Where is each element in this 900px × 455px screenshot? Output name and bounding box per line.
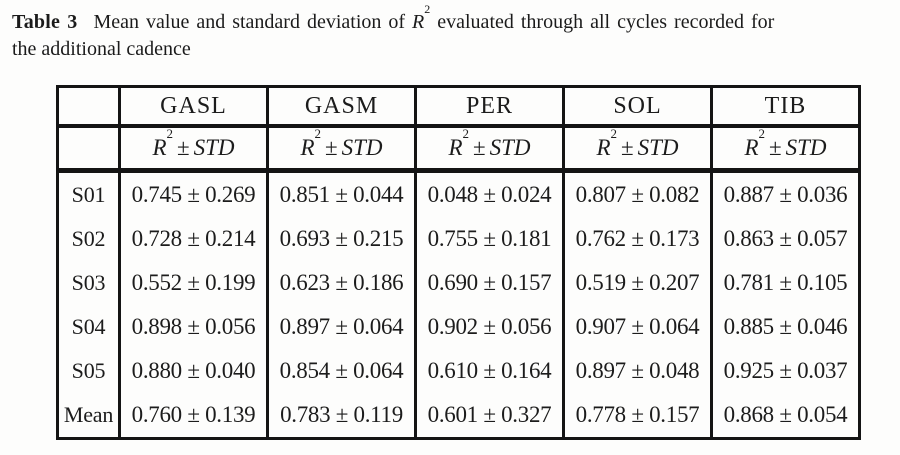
r-symbol: R xyxy=(448,135,463,160)
col-header-sol: SOL xyxy=(562,86,713,128)
value-cell: 0.048 ± 0.024 xyxy=(414,170,565,217)
subheader-gasl: R2± STD xyxy=(118,126,269,173)
subheader-gasm: R2± STD xyxy=(266,126,417,173)
table-row: S03 0.552 ± 0.199 0.623 ± 0.186 0.690 ± … xyxy=(56,261,861,305)
table-caption-line2: the additional cadence xyxy=(12,38,191,60)
table-row: S01 0.745 ± 0.269 0.851 ± 0.044 0.048 ± … xyxy=(56,170,861,217)
corner-cell xyxy=(56,86,121,128)
value-cell: 0.760 ± 0.139 xyxy=(118,393,269,439)
r-superscript: 2 xyxy=(462,126,470,142)
caption-text-post: evaluated through all cycles recorded fo… xyxy=(437,11,775,33)
subheader-sol: R2± STD xyxy=(562,126,713,173)
r-superscript: 2 xyxy=(610,126,618,142)
table-row: S05 0.880 ± 0.040 0.854 ± 0.064 0.610 ± … xyxy=(56,349,861,393)
value-cell: 0.755 ± 0.181 xyxy=(414,217,565,261)
value-cell: 0.898 ± 0.056 xyxy=(118,305,269,349)
table-caption-line1: Table 3 Mean value and standard deviatio… xyxy=(12,3,898,36)
row-label-s04: S04 xyxy=(56,305,121,349)
col-header-gasm: GASM xyxy=(266,86,417,128)
value-cell: 0.885 ± 0.046 xyxy=(710,305,861,349)
plus-minus-sign: ± xyxy=(177,135,190,160)
value-cell: 0.610 ± 0.164 xyxy=(414,349,565,393)
value-cell: 0.897 ± 0.048 xyxy=(562,349,713,393)
value-cell: 0.868 ± 0.054 xyxy=(710,393,861,439)
caption-r-symbol: R xyxy=(412,11,425,33)
row-label-s03: S03 xyxy=(56,261,121,305)
caption-r-superscript: 2 xyxy=(424,2,431,17)
value-cell: 0.601 ± 0.327 xyxy=(414,393,565,439)
value-cell: 0.762 ± 0.173 xyxy=(562,217,713,261)
table-row: S04 0.898 ± 0.056 0.897 ± 0.064 0.902 ± … xyxy=(56,305,861,349)
value-cell: 0.783 ± 0.119 xyxy=(266,393,417,439)
r-superscript: 2 xyxy=(314,126,322,142)
value-cell: 0.887 ± 0.036 xyxy=(710,170,861,217)
value-cell: 0.745 ± 0.269 xyxy=(118,170,269,217)
std-symbol: STD xyxy=(341,135,383,160)
value-cell: 0.778 ± 0.157 xyxy=(562,393,713,439)
value-cell: 0.907 ± 0.064 xyxy=(562,305,713,349)
plus-minus-sign: ± xyxy=(621,135,634,160)
table-row: S02 0.728 ± 0.214 0.693 ± 0.215 0.755 ± … xyxy=(56,217,861,261)
value-cell: 0.728 ± 0.214 xyxy=(118,217,269,261)
std-symbol: STD xyxy=(637,135,679,160)
r-symbol: R xyxy=(152,135,167,160)
table-row-mean: Mean 0.760 ± 0.139 0.783 ± 0.119 0.601 ±… xyxy=(56,393,861,439)
r-symbol: R xyxy=(596,135,611,160)
col-header-tib: TIB xyxy=(710,86,861,128)
value-cell: 0.880 ± 0.040 xyxy=(118,349,269,393)
std-symbol: STD xyxy=(785,135,827,160)
value-cell: 0.863 ± 0.057 xyxy=(710,217,861,261)
caption-text-pre: Mean value and standard deviation of xyxy=(93,11,406,33)
value-cell: 0.519 ± 0.207 xyxy=(562,261,713,305)
row-label-s02: S02 xyxy=(56,217,121,261)
subheader-tib: R2± STD xyxy=(710,126,861,173)
results-table: GASL GASM PER SOL TIB R2± STD R2± STD R2± S… xyxy=(56,85,861,440)
plus-minus-sign: ± xyxy=(325,135,338,160)
value-cell: 0.690 ± 0.157 xyxy=(414,261,565,305)
value-cell: 0.623 ± 0.186 xyxy=(266,261,417,305)
value-cell: 0.902 ± 0.056 xyxy=(414,305,565,349)
col-header-gasl: GASL xyxy=(118,86,269,128)
r-superscript: 2 xyxy=(166,126,174,142)
plus-minus-sign: ± xyxy=(473,135,486,160)
subheader-row: R2± STD R2± STD R2± STD R2± STD R2± STD xyxy=(56,126,861,173)
r-superscript: 2 xyxy=(758,126,766,142)
value-cell: 0.807 ± 0.082 xyxy=(562,170,713,217)
value-cell: 0.693 ± 0.215 xyxy=(266,217,417,261)
row-label-s01: S01 xyxy=(56,170,121,217)
value-cell: 0.851 ± 0.044 xyxy=(266,170,417,217)
r-symbol: R xyxy=(744,135,759,160)
plus-minus-sign: ± xyxy=(769,135,782,160)
subheader-per: R2± STD xyxy=(414,126,565,173)
std-symbol: STD xyxy=(193,135,235,160)
r-symbol: R xyxy=(300,135,315,160)
column-header-row: GASL GASM PER SOL TIB xyxy=(56,86,861,128)
row-label-s05: S05 xyxy=(56,349,121,393)
value-cell: 0.897 ± 0.064 xyxy=(266,305,417,349)
value-cell: 0.854 ± 0.064 xyxy=(266,349,417,393)
table-caption: Table 3 Mean value and standard deviatio… xyxy=(12,3,898,63)
corner-cell-2 xyxy=(56,126,121,173)
table-number-label: Table 3 xyxy=(12,11,78,33)
col-header-per: PER xyxy=(414,86,565,128)
value-cell: 0.552 ± 0.199 xyxy=(118,261,269,305)
value-cell: 0.781 ± 0.105 xyxy=(710,261,861,305)
std-symbol: STD xyxy=(489,135,531,160)
value-cell: 0.925 ± 0.037 xyxy=(710,349,861,393)
row-label-mean: Mean xyxy=(56,393,121,439)
